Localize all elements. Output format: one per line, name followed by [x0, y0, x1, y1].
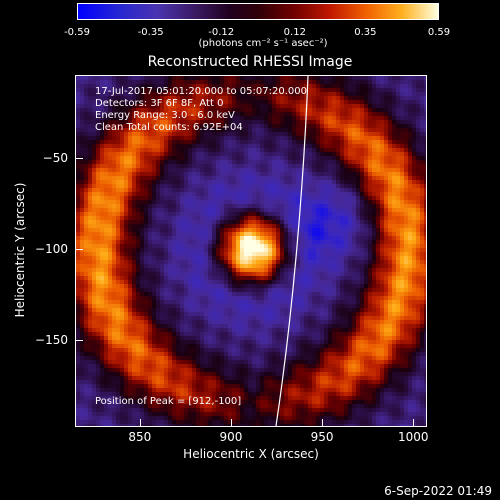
info-line-energy: Energy Range: 3.0 - 6.0 keV	[95, 110, 235, 121]
chart-title: Reconstructed RHESSI Image	[147, 54, 353, 70]
x-tick-label: 1000	[397, 430, 429, 444]
colorbar-tick-label: 0.35	[354, 27, 377, 38]
colorbar-tick-label: -0.59	[64, 27, 90, 38]
colorbar-tick-label: -0.35	[137, 27, 164, 38]
solar-limb-line	[275, 76, 309, 426]
y-tick-label: −50	[42, 151, 68, 166]
x-tick-label: 900	[219, 430, 243, 444]
x-tick-mark	[322, 419, 324, 426]
image-plot: 17-Jul-2017 05:01:20.000 to 05:07:20.000…	[75, 75, 427, 427]
y-tick-label: −150	[35, 333, 68, 348]
x-tick-mark	[139, 419, 141, 426]
info-line-detectors: Detectors: 3F 6F 8F, Att 0	[95, 98, 224, 109]
y-tick-mark	[76, 158, 83, 160]
x-tick-label: 850	[128, 430, 152, 444]
info-line-time: 17-Jul-2017 05:01:20.000 to 05:07:20.000	[95, 86, 307, 97]
colorbar	[77, 3, 439, 20]
info-line-counts: Clean Total counts: 6.92E+04	[95, 122, 243, 133]
colorbar-tick-label: 0.12	[283, 27, 306, 38]
colorbar-tick-label: 0.59	[427, 27, 451, 38]
y-axis-label: Heliocentric Y (arcsec)	[13, 182, 27, 318]
heatmap-image	[76, 76, 426, 426]
y-tick-label: −100	[35, 242, 68, 257]
y-tick-mark	[76, 340, 83, 342]
colorbar-tick-label: -0.12	[208, 27, 235, 38]
timestamp: 6-Sep-2022 01:49	[384, 484, 492, 498]
x-axis-label: Heliocentric X (arcsec)	[183, 447, 319, 461]
colorbar-unit: (photons cm⁻² s⁻¹ asec⁻²)	[198, 38, 328, 49]
x-tick-mark	[230, 419, 232, 426]
peak-position-text: Position of Peak = [912,-100]	[95, 396, 242, 407]
x-tick-label: 950	[310, 430, 334, 444]
x-tick-mark	[413, 419, 415, 426]
y-tick-mark	[76, 249, 83, 251]
